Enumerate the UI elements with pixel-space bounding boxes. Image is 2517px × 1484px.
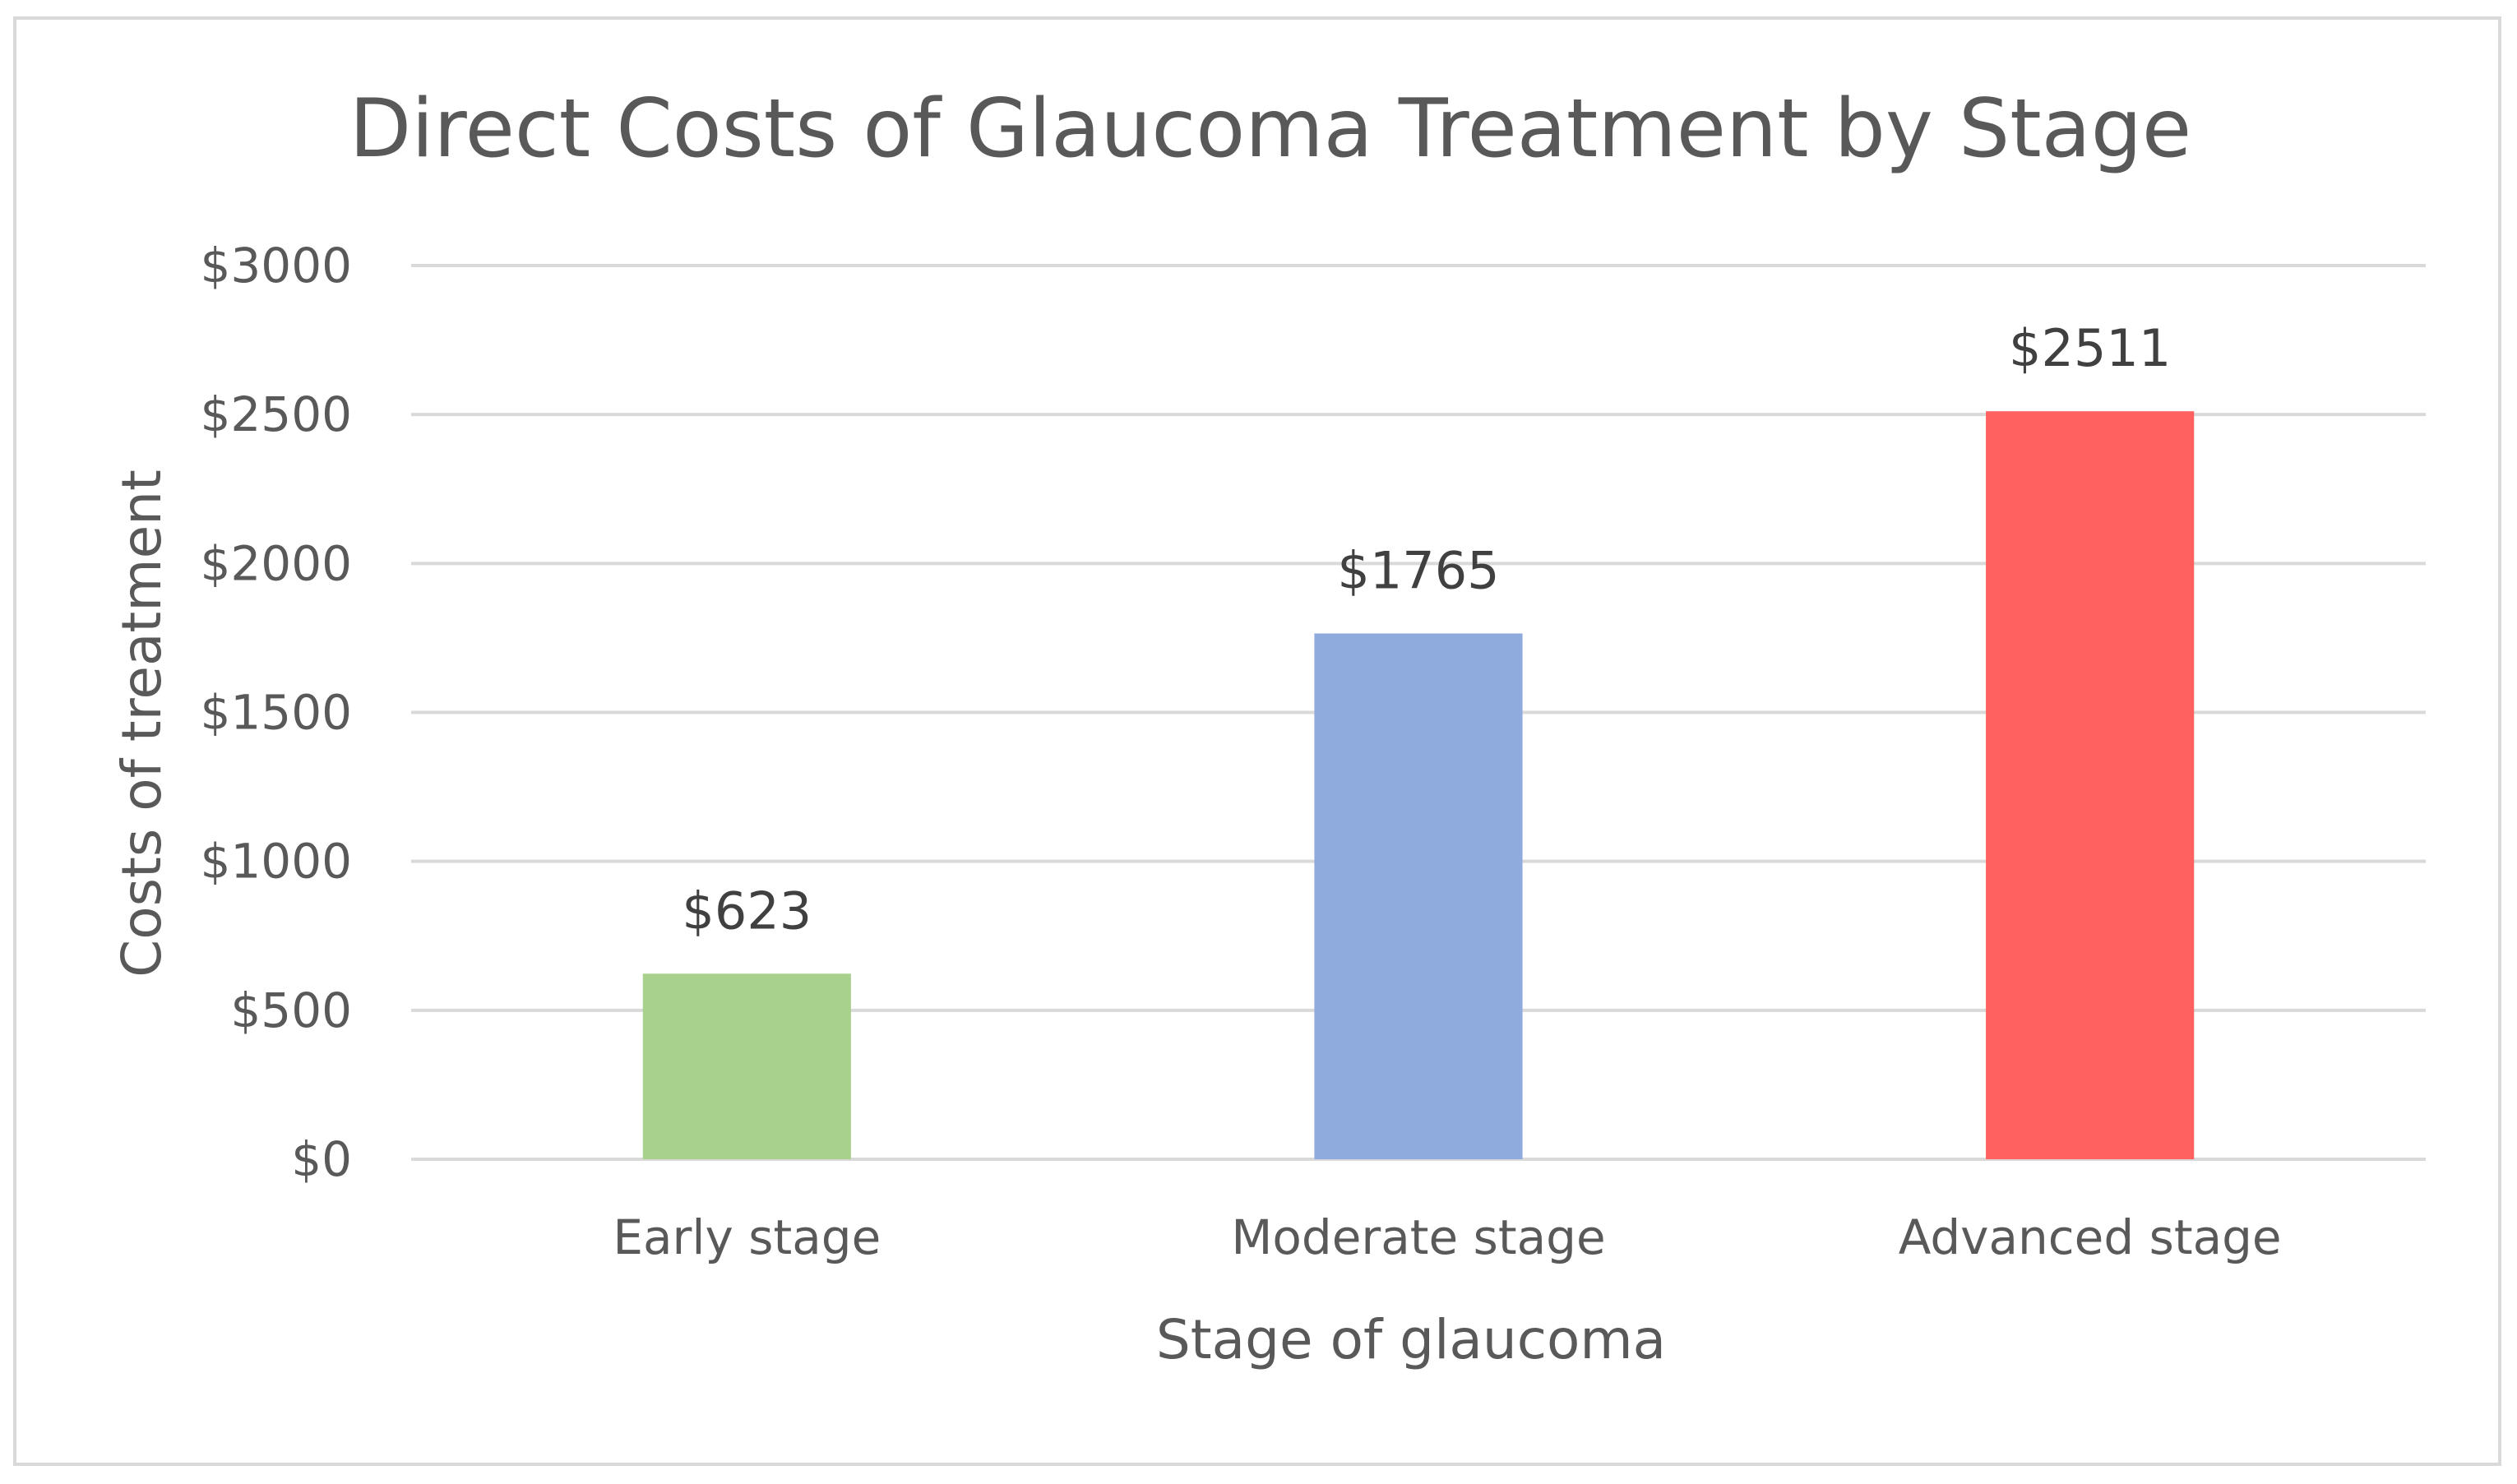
bar [1986, 411, 2195, 1159]
x-tick-label: Moderate stage [1231, 1209, 1605, 1265]
y-tick-label: $2500 [200, 386, 352, 442]
y-axis-title: Costs of treatment [110, 469, 174, 978]
x-axis-title: Stage of glaucoma [1156, 1308, 1666, 1371]
y-tick-label: $0 [291, 1131, 352, 1187]
data-label: $1765 [1337, 540, 1499, 600]
y-tick-label: $2000 [200, 535, 352, 591]
bar [1314, 633, 1523, 1159]
chart-title: Direct Costs of Glaucoma Treatment by St… [349, 82, 2191, 176]
data-label: $623 [682, 881, 812, 941]
bar [642, 973, 851, 1159]
x-axis-categories: Early stage Moderate stage Advanced stage [613, 1209, 2281, 1265]
x-tick-label: Advanced stage [1899, 1209, 2282, 1265]
data-labels: $623 $1765 $2511 [682, 318, 2171, 941]
x-tick-label: Early stage [613, 1209, 881, 1265]
y-tick-label: $1000 [200, 834, 352, 890]
bars [642, 411, 2195, 1159]
y-tick-label: $500 [230, 982, 352, 1038]
data-label: $2511 [2009, 318, 2171, 378]
y-tick-label: $3000 [200, 238, 352, 294]
y-tick-label: $1500 [200, 685, 352, 741]
y-axis-ticks: $0 $500 $1000 $1500 $2000 $2500 $3000 [200, 238, 352, 1187]
